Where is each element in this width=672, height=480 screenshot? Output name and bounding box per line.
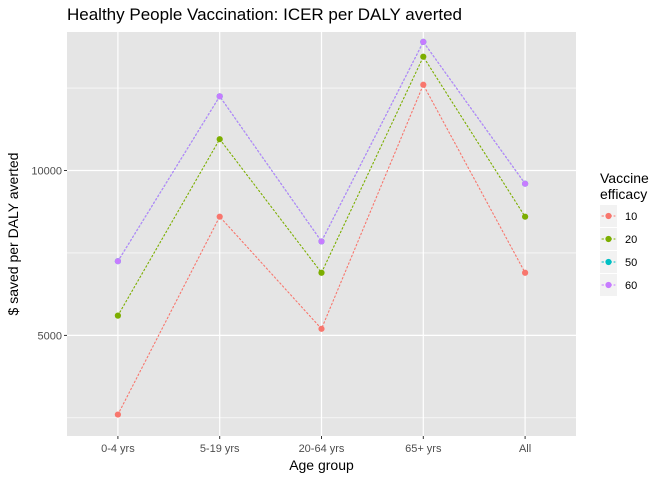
legend: Vaccine efficacy 10 20 50 60 [600, 170, 649, 296]
data-point-10 [318, 325, 325, 332]
y-tick-label: 10000 [31, 166, 62, 178]
data-point-60 [216, 93, 223, 100]
data-point-60 [420, 38, 427, 45]
data-point-20 [522, 213, 529, 220]
x-tick-label: 20-64 yrs [299, 443, 345, 455]
data-point-10 [114, 411, 121, 418]
legend-key-point [605, 281, 612, 289]
y-axis-ticks: 5000 10000 [31, 166, 67, 342]
legend-label-10: 10 [625, 211, 637, 223]
legend-title-line-1: Vaccine [600, 170, 649, 186]
x-axis-title: Age group [289, 457, 354, 473]
data-point-10 [216, 213, 223, 220]
x-tick-label: 0-4 yrs [101, 443, 135, 455]
data-point-10 [420, 81, 427, 88]
series-line-60 [117, 40, 526, 262]
legend-title-line-2: efficacy [600, 186, 647, 202]
y-axis-title: $ saved per DALY averted [5, 153, 21, 316]
legend-key-point [605, 258, 612, 266]
grid-lines [67, 32, 576, 436]
legend-label-20: 20 [625, 234, 637, 246]
legend-label-50: 50 [625, 257, 637, 269]
data-point-60 [318, 238, 325, 245]
legend-key-point [605, 235, 612, 243]
x-tick-label: All [519, 443, 531, 455]
data-point-20 [114, 312, 121, 319]
data-point-20 [420, 53, 427, 60]
data-point-20 [318, 269, 325, 276]
data-point-10 [522, 269, 529, 276]
x-axis-ticks: 0-4 yrs 5-19 yrs 20-64 yrs 65+ yrs All [101, 436, 531, 455]
x-tick-label: 5-19 yrs [200, 443, 240, 455]
x-tick-label: 65+ yrs [405, 443, 442, 455]
legend-label-60: 60 [625, 280, 637, 292]
y-tick-label: 5000 [38, 330, 62, 342]
data-points [114, 38, 529, 418]
chart-title: Healthy People Vaccination: ICER per DAL… [67, 5, 462, 24]
data-point-60 [522, 180, 529, 187]
data-point-20 [216, 136, 223, 143]
data-point-60 [114, 258, 121, 265]
legend-key-point [605, 212, 612, 220]
